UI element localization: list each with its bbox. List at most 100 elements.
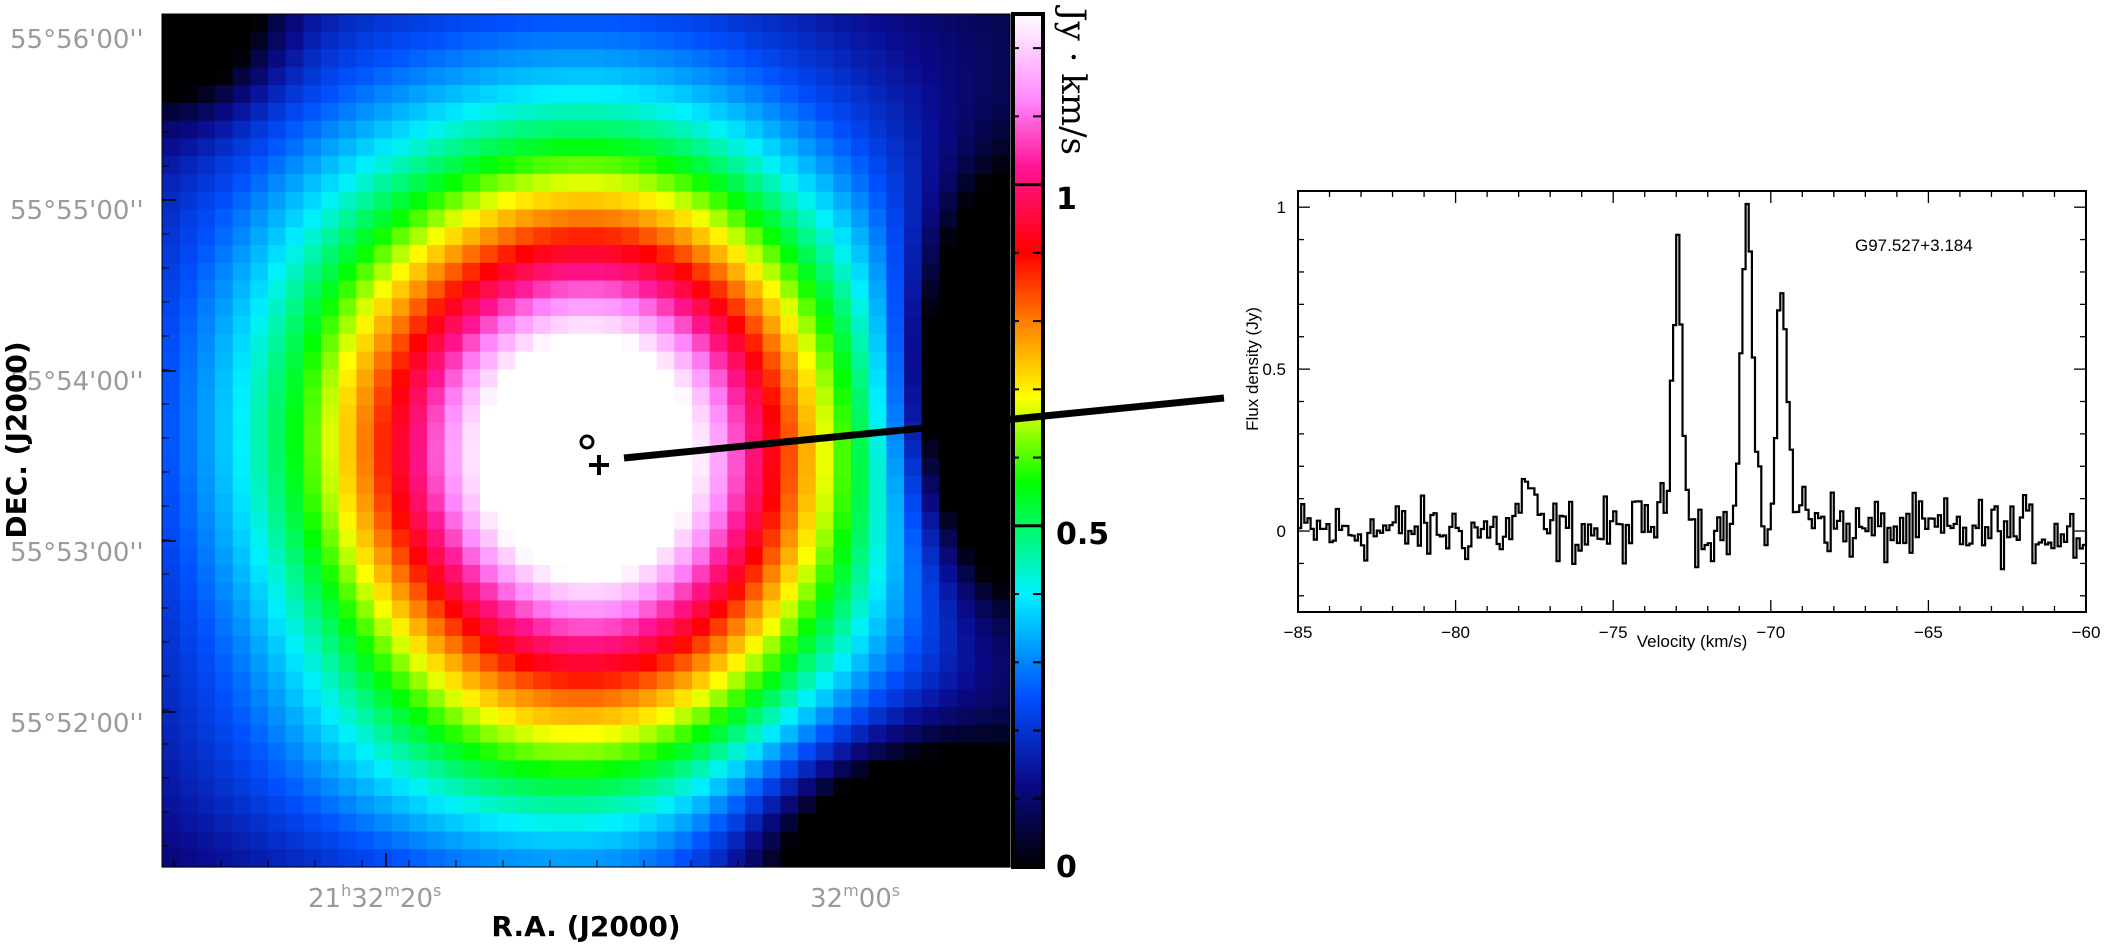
map-pixel bbox=[285, 404, 304, 424]
map-pixel bbox=[692, 476, 711, 495]
map-pixel bbox=[568, 742, 587, 761]
map-pixel bbox=[409, 511, 428, 530]
map-pixel bbox=[815, 564, 834, 584]
ra-tick-label-2: 32m00s bbox=[810, 881, 900, 914]
map-pixel bbox=[427, 67, 446, 86]
map-pixel bbox=[621, 280, 640, 299]
y-axis-title: DEC. (J2000) bbox=[0, 341, 33, 538]
map-pixel bbox=[444, 369, 463, 388]
map-pixel bbox=[586, 760, 605, 779]
map-pixel bbox=[374, 351, 393, 371]
map-pixel bbox=[957, 653, 976, 673]
map-pixel bbox=[851, 778, 870, 797]
map-pixel bbox=[374, 209, 393, 228]
map-pixel bbox=[939, 831, 958, 850]
map-pixel bbox=[374, 795, 393, 815]
map-pixel bbox=[162, 156, 181, 175]
map-pixel bbox=[285, 31, 304, 51]
map-pixel bbox=[162, 333, 181, 353]
map-pixel bbox=[904, 351, 923, 371]
map-pixel bbox=[921, 333, 940, 353]
map-pixel bbox=[197, 813, 216, 833]
map-pixel bbox=[586, 795, 605, 815]
map-pixel bbox=[709, 422, 728, 442]
map-pixel bbox=[427, 653, 446, 673]
map-pixel bbox=[179, 67, 198, 86]
map-pixel bbox=[197, 85, 216, 104]
map-pixel bbox=[868, 85, 887, 104]
map-pixel bbox=[197, 724, 216, 744]
map-pixel bbox=[391, 618, 410, 637]
map-pixel bbox=[674, 653, 693, 673]
map-pixel bbox=[268, 849, 287, 868]
map-pixel bbox=[250, 458, 269, 477]
map-pixel bbox=[762, 173, 781, 193]
map-pixel bbox=[285, 173, 304, 193]
map-pixel bbox=[709, 707, 728, 726]
map-pixel bbox=[745, 102, 764, 122]
map-pixel bbox=[709, 742, 728, 761]
map-pixel bbox=[197, 351, 216, 371]
map-pixel bbox=[215, 102, 234, 122]
map-pixel bbox=[798, 618, 817, 637]
map-pixel bbox=[727, 387, 746, 406]
map-pixel bbox=[992, 102, 1011, 122]
map-pixel bbox=[303, 298, 322, 317]
map-pixel bbox=[480, 778, 499, 797]
map-pixel bbox=[904, 582, 923, 602]
map-pixel bbox=[921, 635, 940, 655]
map-pixel bbox=[533, 191, 552, 211]
colorbar: 1 0.5 0 Jy · km/s bbox=[1011, 5, 1109, 885]
map-pixel bbox=[939, 795, 958, 815]
map-pixel bbox=[780, 316, 799, 335]
map-pixel bbox=[815, 813, 834, 833]
map-pixel bbox=[268, 760, 287, 779]
map-pixel bbox=[815, 280, 834, 299]
map-pixel bbox=[709, 404, 728, 424]
map-pixel bbox=[674, 564, 693, 584]
map-pixel bbox=[656, 14, 675, 33]
map-pixel bbox=[356, 138, 375, 157]
map-pixel bbox=[303, 333, 322, 353]
map-pixel bbox=[533, 333, 552, 353]
map-pixel bbox=[215, 262, 234, 282]
map-pixel bbox=[215, 14, 234, 33]
map-pixel bbox=[444, 707, 463, 726]
map-pixel bbox=[992, 245, 1011, 264]
map-pixel bbox=[568, 316, 587, 335]
map-pixel bbox=[904, 369, 923, 388]
map-pixel bbox=[268, 635, 287, 655]
map-pixel bbox=[303, 529, 322, 548]
map-pixel bbox=[692, 618, 711, 637]
map-pixel bbox=[480, 742, 499, 761]
map-pixel bbox=[179, 529, 198, 548]
map-pixel bbox=[957, 49, 976, 68]
map-pixel bbox=[268, 67, 287, 86]
map-pixel bbox=[568, 476, 587, 495]
map-pixel bbox=[921, 191, 940, 211]
map-pixel bbox=[162, 795, 181, 815]
map-pixel bbox=[603, 831, 622, 850]
map-pixel bbox=[815, 493, 834, 513]
map-pixel bbox=[250, 49, 269, 68]
map-pixel bbox=[833, 333, 852, 353]
map-pixel bbox=[586, 387, 605, 406]
map-pixel bbox=[268, 511, 287, 530]
map-pixel bbox=[285, 671, 304, 690]
map-pixel bbox=[586, 831, 605, 850]
map-pixel bbox=[868, 191, 887, 211]
map-pixel bbox=[656, 85, 675, 104]
map-pixel bbox=[391, 351, 410, 371]
map-pixel bbox=[727, 600, 746, 619]
map-pixel bbox=[197, 635, 216, 655]
map-pixel bbox=[250, 316, 269, 335]
map-pixel bbox=[215, 316, 234, 335]
map-pixel bbox=[656, 493, 675, 513]
map-pixel bbox=[745, 156, 764, 175]
map-pixel bbox=[250, 778, 269, 797]
map-pixel bbox=[639, 120, 658, 139]
map-pixel bbox=[815, 440, 834, 459]
map-pixel bbox=[250, 14, 269, 33]
map-pixel bbox=[356, 831, 375, 850]
map-pixel bbox=[868, 298, 887, 317]
